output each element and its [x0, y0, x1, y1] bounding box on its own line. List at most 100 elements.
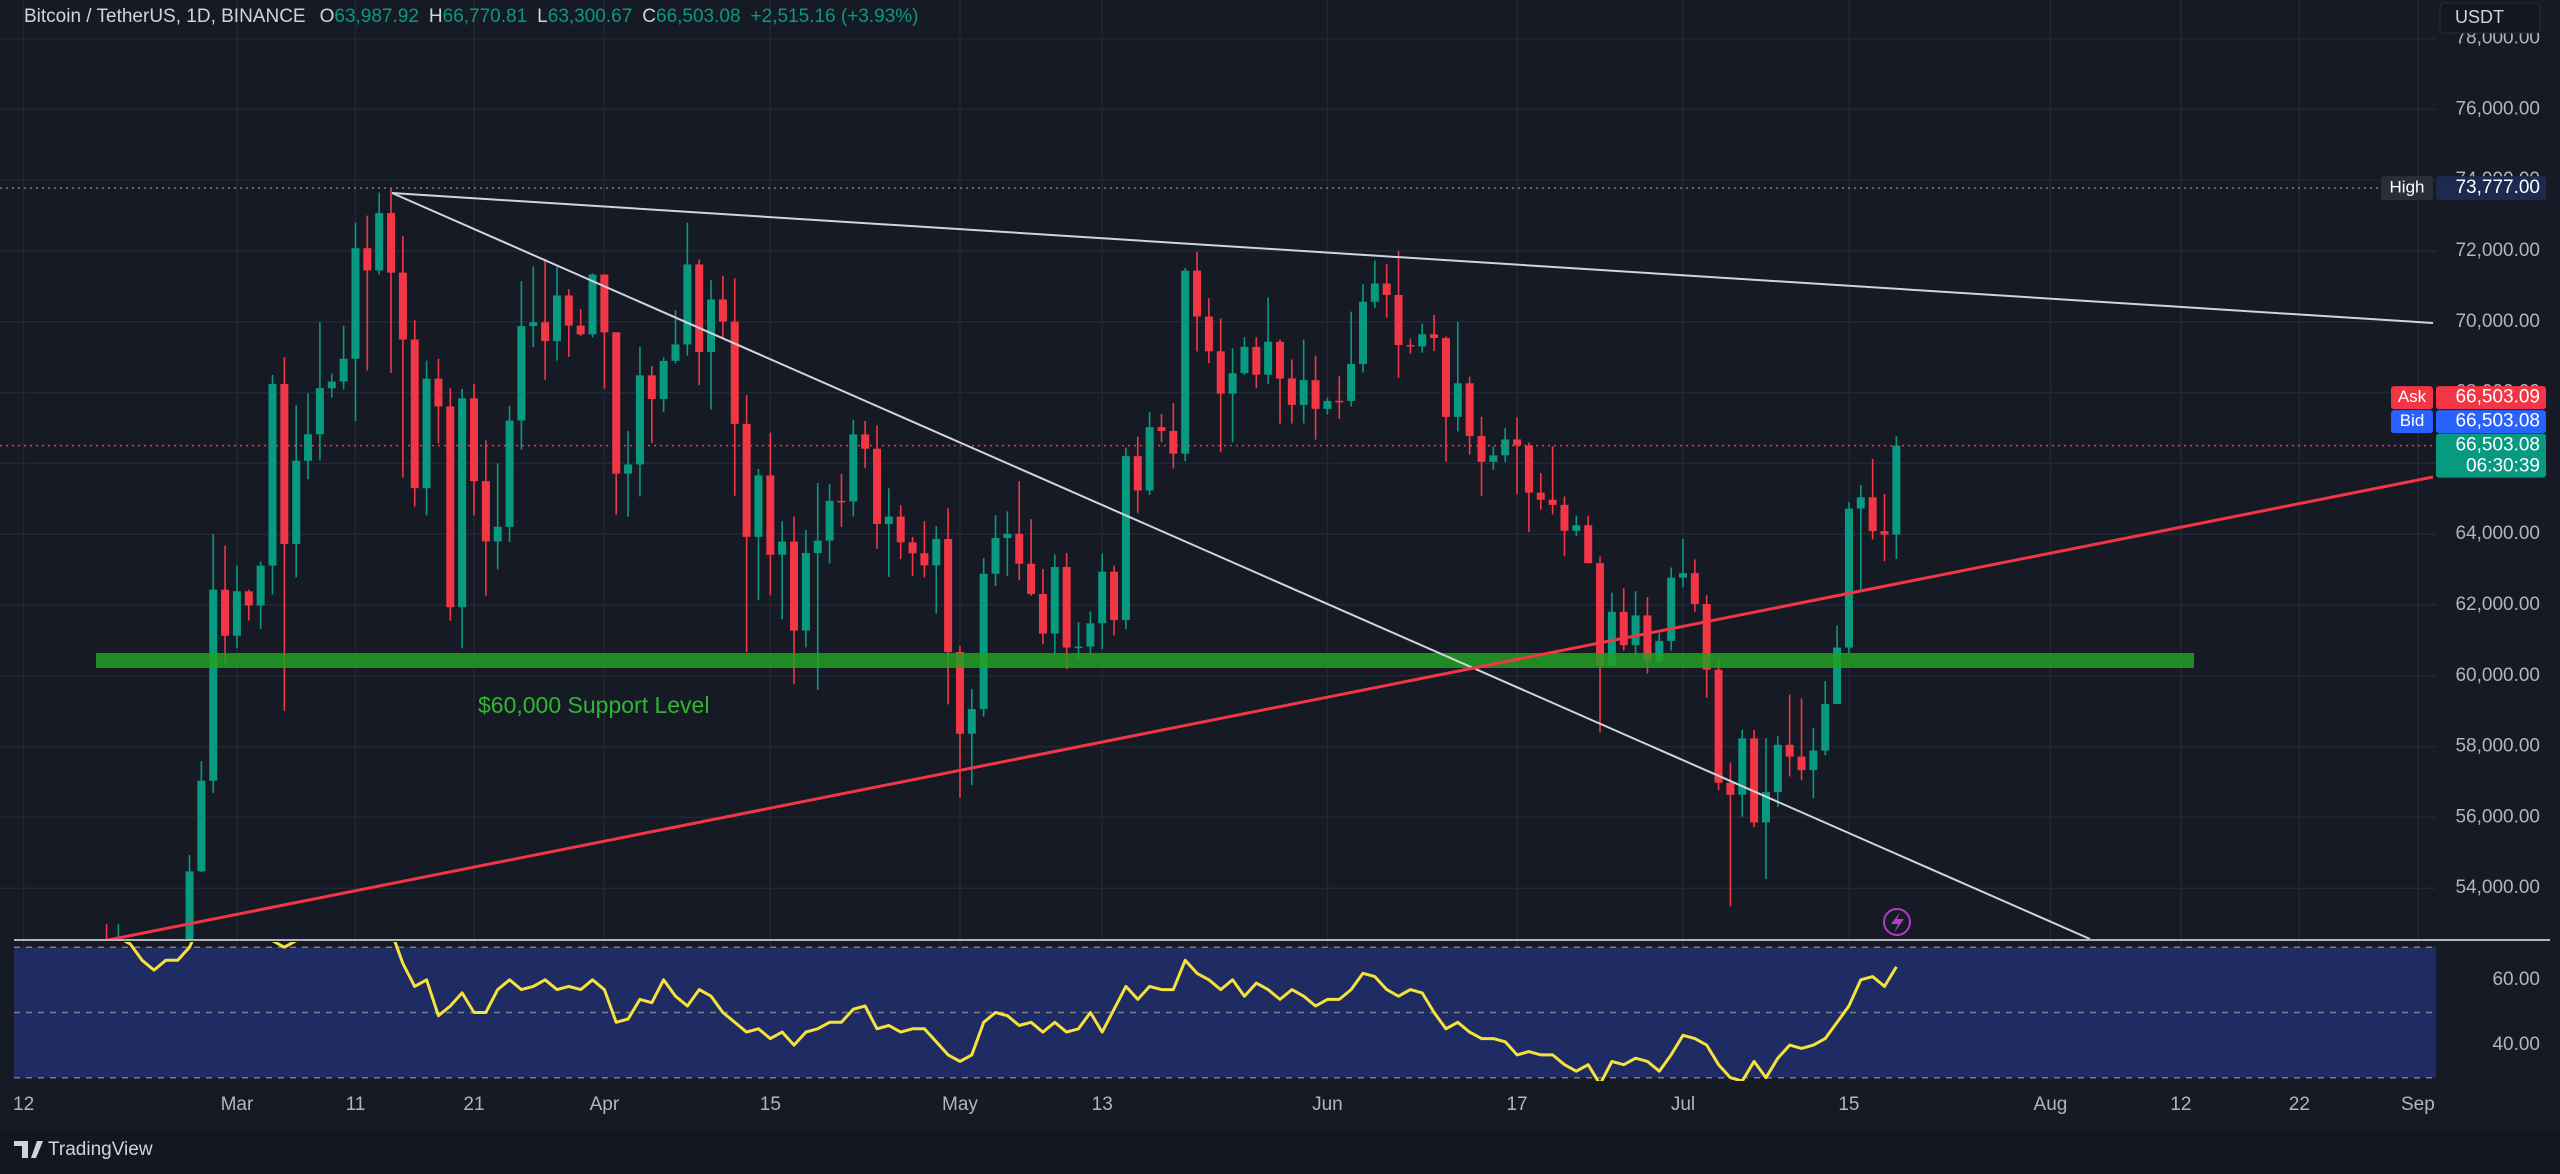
candle-body [375, 213, 384, 271]
candle-body [244, 591, 253, 606]
candle-body [600, 274, 609, 333]
candle-body [825, 500, 834, 541]
candle-body [979, 573, 988, 710]
y-tick-label: 64,000.00 [2455, 523, 2540, 544]
candle-body [1418, 334, 1427, 347]
grid [0, 0, 2436, 1081]
tag-value-box [2436, 386, 2546, 410]
event-icon[interactable] [1883, 908, 1911, 936]
candle-body [647, 375, 656, 399]
candle-body [1880, 531, 1889, 535]
candle-body [849, 434, 858, 502]
candle-body [304, 434, 313, 461]
x-tick-label: 13 [1092, 1094, 1113, 1115]
symbol: Bitcoin / TetherUS, 1D, BINANCE [24, 6, 306, 27]
y-tick-label: 60,000.00 [2455, 665, 2540, 686]
candle-body [754, 475, 763, 537]
rsi-line [123, 942, 1898, 1081]
candle-body [1702, 603, 1711, 670]
candles [0, 187, 2436, 939]
change: +2,515.16 (+3.93%) [751, 6, 919, 27]
candle-body [1347, 363, 1356, 401]
candle-body [434, 378, 443, 407]
tag-key: Ask [2398, 387, 2427, 406]
candle-body [1121, 456, 1130, 620]
support-trend-line[interactable] [98, 475, 2434, 942]
support-zone[interactable] [96, 653, 2194, 668]
candle-body [1572, 525, 1581, 531]
currency-button[interactable] [2439, 2, 2541, 34]
candle-body [872, 448, 881, 524]
x-tick-label: 12 [13, 1094, 34, 1115]
candle-body [541, 322, 550, 342]
candle-body [1181, 270, 1190, 454]
candle-body [671, 344, 680, 361]
x-tick-label: Sep [2401, 1094, 2435, 1115]
candle-body [1548, 499, 1557, 505]
candle-body [1868, 497, 1877, 532]
support-label: $60,000 Support Level [478, 692, 709, 718]
rsi-tick-label: 60.00 [2492, 969, 2540, 990]
candle-body [1110, 571, 1119, 620]
candle-body [1726, 782, 1735, 795]
ohlc-value: 63,300.67 [548, 6, 633, 27]
candle-body [1216, 351, 1225, 394]
candle-body [920, 553, 929, 566]
candle-body [967, 709, 976, 734]
candle-body [718, 299, 727, 322]
candle-body [351, 248, 360, 359]
ohlc-key: O [320, 6, 335, 27]
candle-body [1524, 445, 1533, 493]
y-tick-label: 56,000.00 [2455, 806, 2540, 827]
x-tick-label: 11 [346, 1094, 366, 1115]
candle-body [1204, 316, 1213, 352]
candle-body [1655, 640, 1664, 661]
candle-body [446, 406, 455, 608]
candle-body [884, 516, 893, 524]
ohlc-value: 66,503.08 [656, 6, 741, 27]
candle-body [1833, 647, 1842, 704]
candle-body [529, 322, 538, 327]
ohlc-key: H [429, 6, 443, 27]
candle-body [1584, 525, 1593, 564]
candle-body [801, 552, 810, 631]
x-tick-label: Jun [1312, 1094, 1343, 1115]
ohlc-key: C [642, 6, 656, 27]
trend-line[interactable] [391, 192, 2091, 939]
candle-body [1062, 566, 1071, 648]
rsi-line-group [123, 942, 1898, 1081]
candle-body [1193, 270, 1202, 317]
x-tick-label: Apr [590, 1094, 620, 1115]
currency-label: USDT [2455, 7, 2504, 27]
candle-body [1619, 611, 1628, 646]
candle-body [1596, 563, 1605, 666]
candle-body [1015, 533, 1024, 564]
candle-body [695, 264, 704, 353]
x-tick-label: 17 [1506, 1094, 1527, 1115]
candle-body [410, 339, 419, 489]
trend-line[interactable] [391, 192, 2434, 324]
y-tick-label: 62,000.00 [2455, 594, 2540, 615]
x-tick-label: 21 [463, 1094, 484, 1115]
candle-body [552, 295, 561, 342]
candle-body [624, 464, 633, 474]
candle-body [1086, 623, 1095, 647]
candle-body [896, 516, 905, 543]
rsi-pane [14, 942, 2436, 1081]
x-tick-label: Aug [2034, 1094, 2068, 1115]
candle-body [363, 248, 372, 271]
candle-body [1027, 563, 1036, 594]
candle-body [1370, 283, 1379, 302]
ohlc-value: 63,987.92 [334, 6, 419, 27]
candle-body [1679, 573, 1688, 578]
candle-body [1441, 338, 1450, 417]
candle-body [1252, 346, 1261, 375]
y-tick-label: 76,000.00 [2455, 98, 2540, 119]
brand: TradingView [48, 1139, 153, 1160]
header: Bitcoin / TetherUS, 1D, BINANCE O63,987.9… [24, 6, 919, 27]
candle-body [256, 565, 265, 606]
candle-body [1714, 669, 1723, 783]
candle-body [576, 325, 585, 335]
candle-body [1560, 504, 1569, 531]
